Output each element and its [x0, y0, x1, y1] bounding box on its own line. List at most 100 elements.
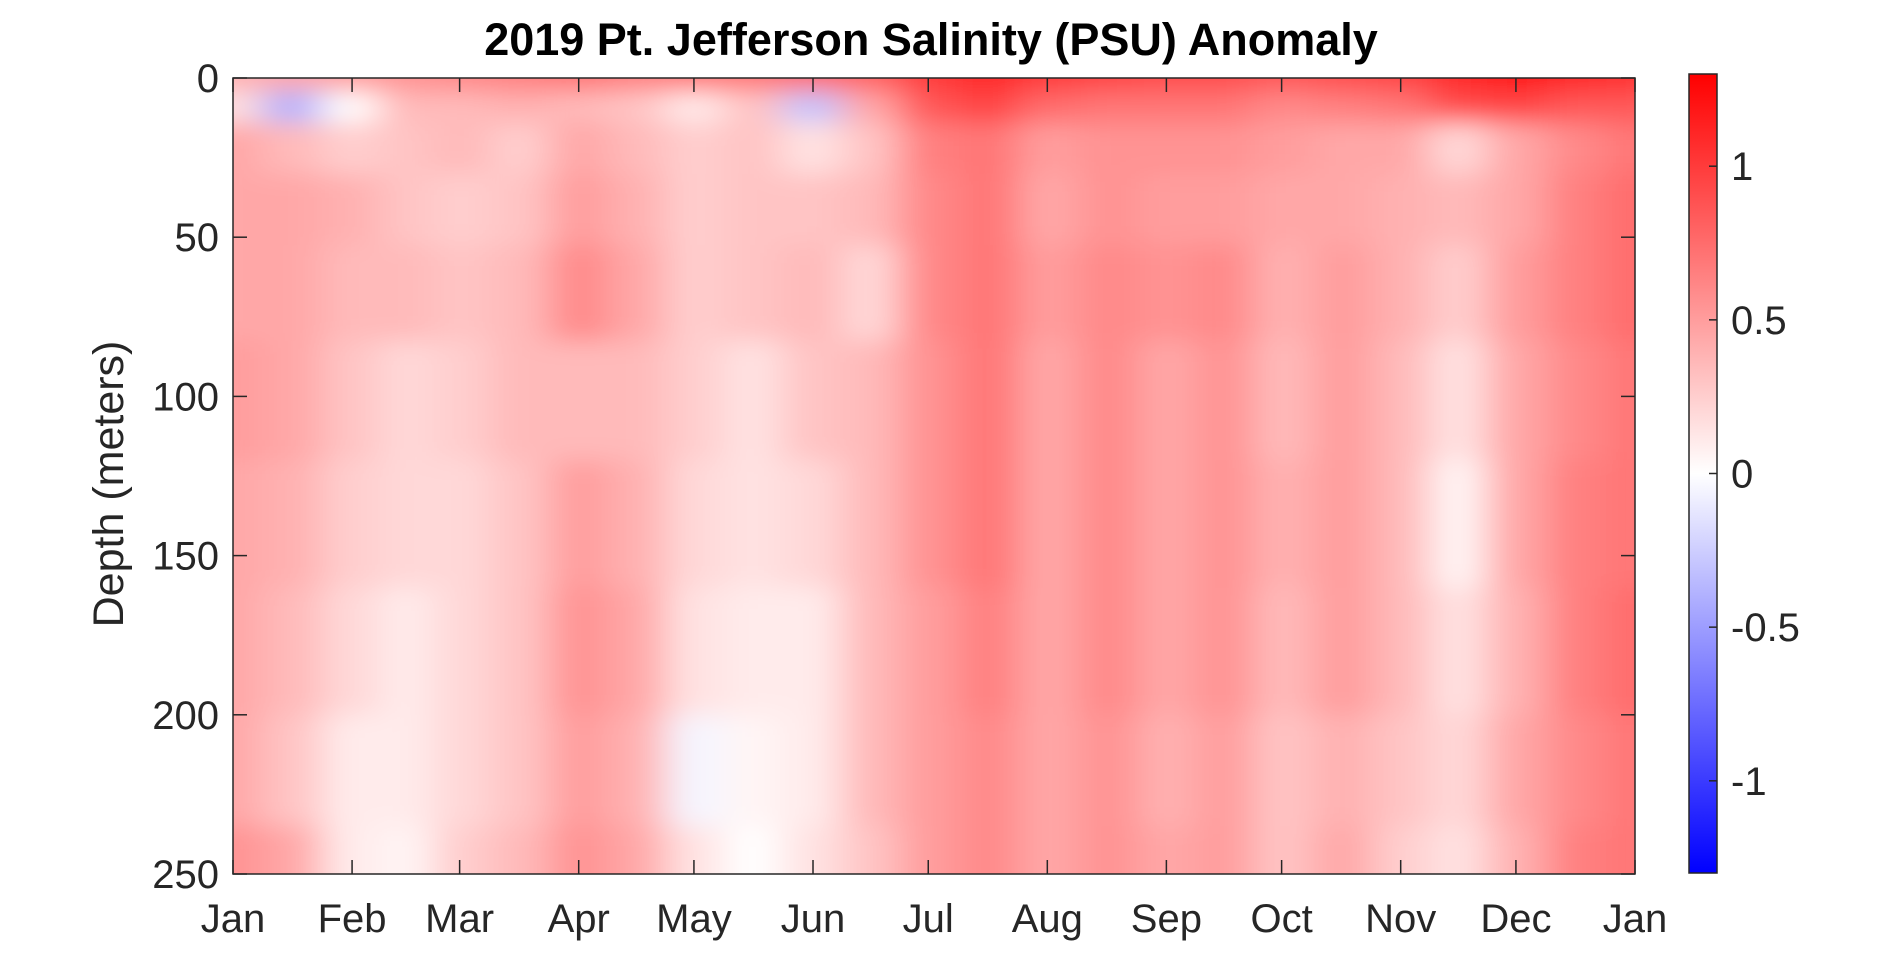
- x-axis: Jan Feb Mar Apr May Jun Jul Aug Sep Oct Nov Dec Jan: [201, 78, 1668, 941]
- heatmap-cell: [782, 714, 843, 827]
- heatmap-cell: [607, 173, 666, 246]
- heatmap-cell: [379, 122, 434, 175]
- heatmap-cell: [1018, 714, 1079, 827]
- heatmap-cell: [261, 714, 322, 827]
- y-tick-label: 0: [197, 57, 219, 101]
- heatmap-cell: [379, 90, 434, 124]
- heatmap-cell: [722, 460, 783, 589]
- heatmap-cell: [379, 245, 434, 342]
- heatmap-cell: [321, 245, 380, 342]
- heatmap-cell: [261, 245, 322, 342]
- heatmap-cell: [841, 78, 900, 92]
- heatmap-cell: [841, 714, 900, 827]
- heatmap-cell: [233, 587, 263, 716]
- heatmap-cell: [432, 587, 491, 716]
- x-tick-label: Jan: [201, 897, 266, 941]
- y-tick-label: 250: [152, 853, 219, 897]
- heatmap-cell: [1546, 587, 1607, 716]
- x-tick-label: Jan: [1603, 897, 1668, 941]
- heatmap-cell: [1371, 714, 1431, 827]
- heatmap-cell: [665, 122, 724, 175]
- heatmap-cell: [1546, 78, 1607, 92]
- heatmap-cell: [1195, 78, 1254, 92]
- heatmap-cell: [1429, 587, 1488, 716]
- heatmap-cell: [1606, 340, 1635, 461]
- heatmap-cell: [321, 122, 380, 175]
- heatmap-cell: [261, 78, 322, 92]
- heatmap-cell: [549, 173, 609, 246]
- x-tick-label: Mar: [425, 897, 494, 941]
- heatmap-cell: [959, 78, 1020, 92]
- heatmap-cell: [1078, 173, 1139, 246]
- heatmap-cell: [841, 340, 900, 461]
- heatmap-cell: [607, 245, 666, 342]
- heatmap-cell: [261, 122, 322, 175]
- heatmap-cell: [379, 714, 434, 827]
- heatmap-cell: [233, 460, 263, 589]
- heatmap-cell: [607, 714, 666, 827]
- heatmap-cell: [321, 587, 380, 716]
- heatmap-cell: [1429, 78, 1488, 92]
- heatmap-cell: [549, 122, 609, 175]
- heatmap-cell: [549, 340, 609, 461]
- heatmap-cell: [1312, 826, 1373, 874]
- colorbar-tick-label: -1: [1731, 760, 1767, 804]
- heatmap-cell: [607, 587, 666, 716]
- heatmap-cell: [1137, 173, 1196, 246]
- heatmap-cell: [1371, 587, 1431, 716]
- heatmap-cell: [490, 90, 551, 124]
- heatmap-cell: [899, 460, 960, 589]
- heatmap-cell: [1546, 90, 1607, 124]
- colorbar-tick-label: 0.5: [1731, 299, 1787, 343]
- heatmap-cell: [432, 460, 491, 589]
- heatmap-cell: [841, 587, 900, 716]
- heatmap-cell: [607, 78, 666, 92]
- heatmap-cell: [549, 90, 609, 124]
- heatmap-cell: [1252, 90, 1313, 124]
- heatmap-cell: [782, 460, 843, 589]
- heatmap-cell: [432, 173, 491, 246]
- chart-title: 2019 Pt. Jefferson Salinity (PSU) Anomal…: [484, 14, 1378, 65]
- heatmap-cell: [1312, 714, 1373, 827]
- heatmap-cell: [1546, 173, 1607, 246]
- heatmap-cell: [1078, 460, 1139, 589]
- heatmap-cell: [1606, 122, 1635, 175]
- heatmap-cell: [490, 78, 551, 92]
- y-axis: 0 50 100 150 200 250: [152, 57, 1635, 897]
- heatmap-cell: [607, 90, 666, 124]
- heatmap-cell: [782, 245, 843, 342]
- heatmap-cell: [233, 122, 263, 175]
- heatmap-cell: [1018, 78, 1079, 92]
- x-tick-label: Dec: [1480, 897, 1551, 941]
- heatmap-cell: [1487, 90, 1548, 124]
- heatmap-cell: [379, 78, 434, 92]
- heatmap-cell: [1195, 340, 1254, 461]
- heatmap-cell: [722, 78, 783, 92]
- heatmap-cell: [379, 460, 434, 589]
- heatmap-cell: [1429, 122, 1488, 175]
- heatmap-cell: [432, 340, 491, 461]
- heatmap-cell: [782, 587, 843, 716]
- heatmap-cell: [1137, 90, 1196, 124]
- heatmap-cell: [1137, 587, 1196, 716]
- heatmap-cell: [1252, 245, 1313, 342]
- heatmap-cell: [1195, 714, 1254, 827]
- heatmap-cell: [549, 460, 609, 589]
- y-axis-label: Depth (meters): [85, 341, 133, 628]
- heatmap-cell: [1487, 122, 1548, 175]
- x-tick-label: Nov: [1365, 897, 1436, 941]
- heatmap-cell: [432, 826, 491, 874]
- heatmap-cell: [490, 714, 551, 827]
- heatmap-cell: [1252, 826, 1313, 874]
- heatmap-cell: [1546, 460, 1607, 589]
- heatmap-cell: [1018, 587, 1079, 716]
- heatmap-cell: [261, 340, 322, 461]
- heatmap-cell: [1018, 245, 1079, 342]
- heatmap-cell: [841, 173, 900, 246]
- heatmap-cell: [722, 340, 783, 461]
- y-tick-label: 100: [152, 375, 219, 419]
- heatmap-cell: [1606, 826, 1635, 874]
- heatmap-cell: [959, 122, 1020, 175]
- heatmap-cell: [1252, 122, 1313, 175]
